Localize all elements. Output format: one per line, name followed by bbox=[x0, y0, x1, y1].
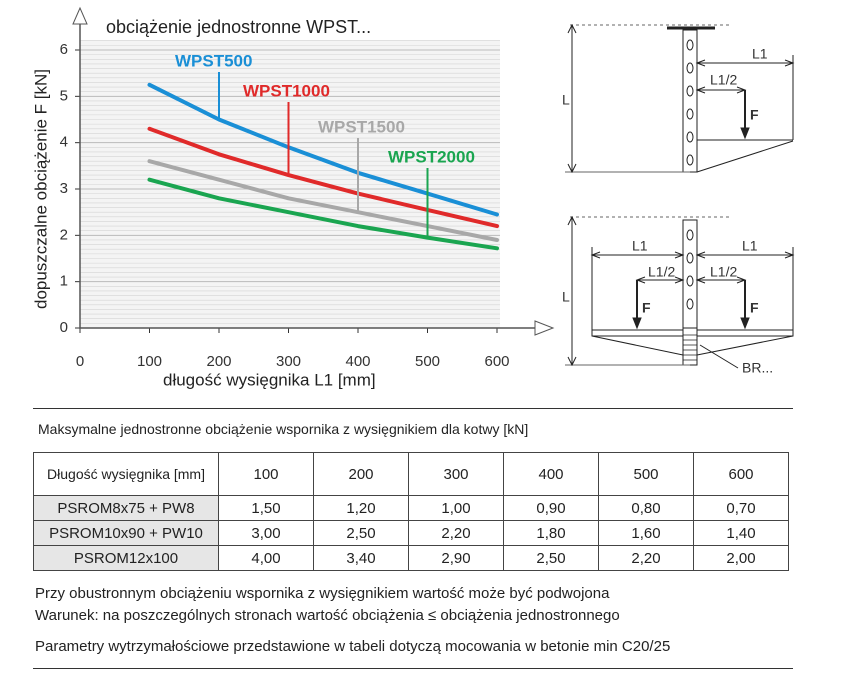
table-cell: 0,90 bbox=[503, 495, 599, 521]
table: Długość wysięgnika [mm] 100 200 300 400 500 60… bbox=[33, 452, 789, 571]
y-tick-label: 5 bbox=[60, 87, 68, 104]
table-cell: 1,60 bbox=[598, 520, 694, 546]
note: Warunek: na poszczególnych stronach wart… bbox=[35, 607, 620, 624]
table-cell: 2,90 bbox=[408, 545, 504, 571]
force-label: F bbox=[750, 107, 759, 123]
note: Parametry wytrzymałościowe przedstawione… bbox=[35, 638, 671, 655]
table-cell: 400 bbox=[503, 452, 599, 496]
series-line bbox=[147, 82, 499, 217]
table-title: Maksymalne jednostronne obciążenie wspor… bbox=[38, 421, 529, 437]
series-line bbox=[147, 159, 499, 242]
dim-label: L bbox=[562, 92, 570, 108]
table-cell: 1,20 bbox=[313, 495, 409, 521]
dim-label: L1 bbox=[742, 238, 758, 254]
y-axis-label: dopuszczalne obciążenie F [kN] bbox=[31, 69, 50, 309]
table-row: PSROM12x100 4,00 3,40 2,90 2,50 2,20 2,00 bbox=[33, 545, 789, 571]
table-cell: 600 bbox=[693, 452, 789, 496]
y-tick-label: 6 bbox=[60, 41, 68, 58]
table-cell: PSROM8x75 + PW8 bbox=[33, 495, 219, 521]
callout-label: BR... bbox=[742, 360, 773, 376]
series-label: WPST2000 bbox=[388, 147, 475, 166]
rule bbox=[33, 408, 793, 409]
rule bbox=[33, 668, 793, 669]
table-row: Długość wysięgnika [mm] 100 200 300 400 500 60… bbox=[33, 452, 789, 496]
series-label: WPST1000 bbox=[243, 81, 330, 100]
table-row: PSROM8x75 + PW8 1,50 1,20 1,00 0,90 0,80 0,70 bbox=[33, 495, 789, 521]
table-cell: 2,20 bbox=[598, 545, 694, 571]
table-cell: 200 bbox=[313, 452, 409, 496]
series-line bbox=[147, 177, 499, 251]
table-cell: 0,80 bbox=[598, 495, 694, 521]
note: Przy obustronnym obciążeniu wspornika z … bbox=[35, 585, 610, 602]
dim-label: L1/2 bbox=[710, 72, 737, 88]
chart-title: obciążenie jednostronne WPST... bbox=[106, 17, 371, 37]
x-tick-label: 300 bbox=[276, 353, 301, 370]
table-cell: 500 bbox=[598, 452, 694, 496]
plot-background bbox=[80, 40, 500, 328]
table-cell: 100 bbox=[218, 452, 314, 496]
table-cell: 3,40 bbox=[313, 545, 409, 571]
series-label: WPST500 bbox=[175, 51, 252, 70]
table-cell: 2,50 bbox=[503, 545, 599, 571]
table-cell: 300 bbox=[408, 452, 504, 496]
y-axis-arrow bbox=[72, 6, 88, 25]
x-tick-label: 500 bbox=[415, 353, 440, 370]
y-tick-label: 1 bbox=[60, 273, 68, 290]
diagram-bottom: L1 L1 L1/2 L1/2 F F L BR... bbox=[562, 215, 795, 376]
dim-label: L1 bbox=[752, 46, 768, 62]
x-axis-arrow bbox=[534, 320, 555, 336]
dim-label: L1 bbox=[632, 238, 648, 254]
figure: 0 1 2 3 4 5 6 0 100 200 300 400 500 600 obciążenie jed… bbox=[31, 6, 795, 389]
force-label: F bbox=[750, 300, 759, 316]
y-tick-label: 2 bbox=[60, 226, 68, 243]
table-cell: PSROM10x90 + PW10 bbox=[33, 520, 219, 546]
table-cell: 2,00 bbox=[693, 545, 789, 571]
x-tick-label: 600 bbox=[484, 353, 509, 370]
diagram-top: L1 L1/2 F L bbox=[562, 23, 795, 174]
table-cell: PSROM12x100 bbox=[33, 545, 219, 571]
force-label: F bbox=[642, 300, 651, 316]
y-tick-label: 3 bbox=[60, 180, 68, 197]
x-axis-label: długość wysięgnika L1 [mm] bbox=[163, 370, 376, 389]
table-cell: 1,80 bbox=[503, 520, 599, 546]
chart: 0 1 2 3 4 5 6 0 100 200 300 400 500 600 obciążenie jed… bbox=[31, 6, 555, 389]
table-cell: 3,00 bbox=[218, 520, 314, 546]
x-tick-label: 200 bbox=[206, 353, 231, 370]
series-line bbox=[147, 126, 499, 229]
table-cell: Długość wysięgnika [mm] bbox=[33, 452, 219, 496]
table-cell: 4,00 bbox=[218, 545, 314, 571]
series-label: WPST1500 bbox=[318, 117, 405, 136]
table-cell: 1,50 bbox=[218, 495, 314, 521]
x-tick-label: 0 bbox=[76, 353, 84, 370]
table-cell: 2,20 bbox=[408, 520, 504, 546]
x-tick-label: 400 bbox=[345, 353, 370, 370]
dim-label: L1/2 bbox=[710, 264, 737, 280]
table-cell: 0,70 bbox=[693, 495, 789, 521]
dim-label: L bbox=[562, 289, 570, 305]
table-cell: 1,40 bbox=[693, 520, 789, 546]
x-tick-label: 100 bbox=[137, 353, 162, 370]
table-cell: 2,50 bbox=[313, 520, 409, 546]
table-cell: 1,00 bbox=[408, 495, 504, 521]
y-tick-label: 0 bbox=[60, 319, 68, 336]
y-tick-label: 4 bbox=[60, 134, 68, 151]
table-row: PSROM10x90 + PW10 3,00 2,50 2,20 1,80 1,60 1,4… bbox=[33, 520, 789, 546]
dim-label: L1/2 bbox=[648, 264, 675, 280]
